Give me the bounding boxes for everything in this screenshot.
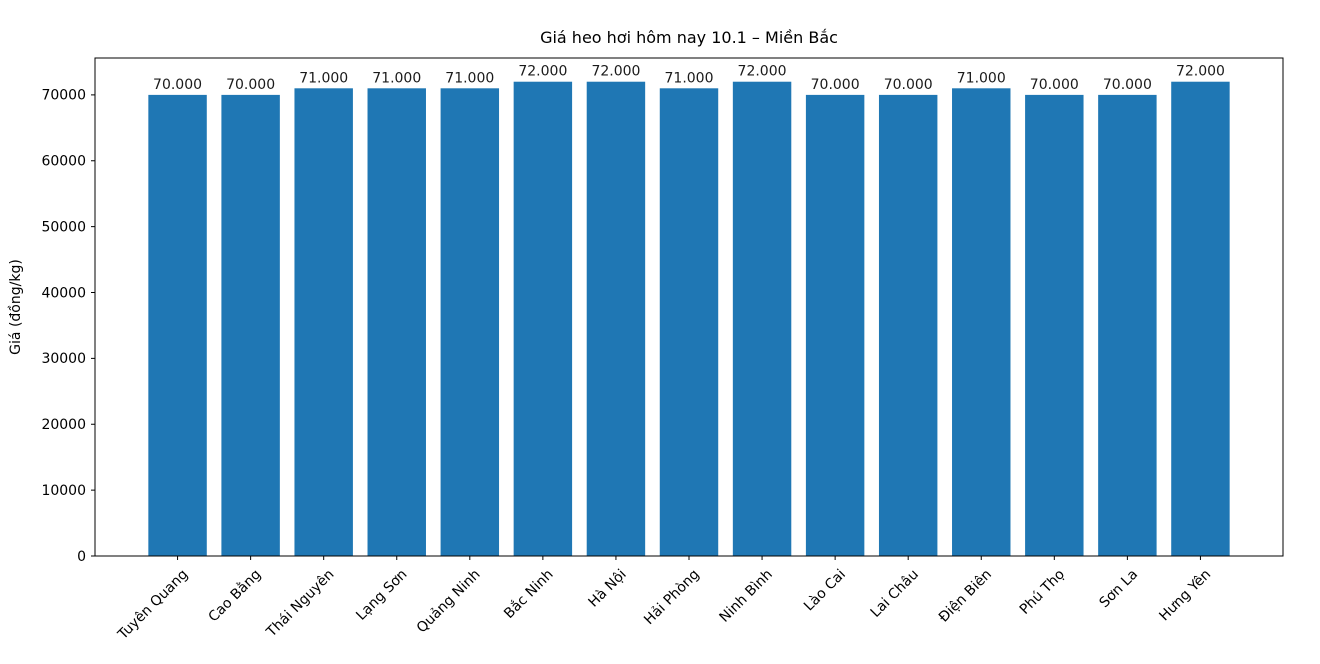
x-tick-label: Tuyên Quang [114, 566, 191, 643]
bar [513, 81, 573, 557]
bar-value-label: 70.000 [884, 77, 933, 93]
bar [1098, 94, 1157, 556]
y-tick-label: 50000 [41, 219, 86, 235]
y-tick-label: 70000 [41, 88, 86, 104]
y-axis-label: Giá (đồng/kg) [7, 259, 24, 355]
x-tick-label: Hà Nội [586, 566, 630, 610]
bar [1171, 81, 1230, 557]
x-tick-label: Ninh Bình [717, 566, 776, 625]
bar-value-label: 70.000 [1103, 77, 1152, 93]
x-tick-label: Bắc Ninh [500, 566, 556, 622]
bar-value-label: 71.000 [372, 70, 421, 86]
chart-title: Giá heo hơi hôm nay 10.1 – Miền Bắc [540, 28, 838, 47]
x-tick-label: Cao Bằng [205, 566, 265, 626]
bar [878, 94, 938, 556]
bars-group [148, 81, 1230, 557]
y-tick-label: 60000 [41, 154, 86, 170]
y-tick-label: 30000 [41, 351, 86, 367]
x-tick-label: Thái Nguyên [263, 566, 338, 641]
bar [221, 94, 280, 556]
y-tick-label: 40000 [41, 285, 86, 301]
bar [148, 94, 207, 556]
x-tick-label: Hưng Yên [1156, 566, 1214, 624]
bar-value-label: 71.000 [445, 70, 494, 86]
bar-value-label: 70.000 [226, 77, 275, 93]
x-tick-label: Quảng Ninh [414, 566, 484, 636]
bar-value-label: 72.000 [591, 64, 640, 80]
bar [805, 94, 865, 556]
plot-border [94, 57, 1284, 557]
bar [1025, 94, 1084, 556]
x-axis-ticks-group: Tuyên Quang Cao Bằng Thái Nguyên Lạng Sơn Qu… [114, 556, 1214, 643]
bar [659, 88, 719, 557]
bar-value-label: 70.000 [153, 77, 202, 93]
x-tick-label: Phú Thọ [1017, 566, 1068, 617]
bar-value-label: 71.000 [957, 70, 1006, 86]
bar-value-label: 70.000 [811, 77, 860, 93]
bar [732, 81, 792, 557]
bar-value-label: 72.000 [518, 64, 567, 80]
bar [367, 88, 426, 557]
bar-value-label: 70.000 [1030, 77, 1079, 93]
bar-value-label: 72.000 [738, 64, 787, 80]
bar-value-label: 72.000 [1176, 64, 1225, 80]
x-tick-label: Sơn La [1096, 566, 1141, 611]
bar [952, 88, 1011, 557]
x-tick-label: Hải Phòng [641, 566, 703, 628]
x-tick-label: Lai Châu [868, 566, 922, 620]
bar-value-label: 71.000 [665, 70, 714, 86]
x-tick-label: Điện Biên [936, 566, 995, 625]
bar-value-label: 71.000 [299, 70, 348, 86]
x-tick-label: Lạng Sơn [353, 566, 410, 623]
y-tick-label: 10000 [41, 483, 86, 499]
y-tick-label: 20000 [41, 417, 86, 433]
bar [586, 81, 646, 557]
bar [440, 88, 500, 557]
bar [294, 88, 353, 557]
bar-value-labels-group: 70.000 70.000 71.000 71.000 71.000 72.000 72.0… [153, 64, 1225, 93]
y-axis-ticks-group: 0 10000 20000 30000 40000 50000 60000 70000 [41, 88, 95, 565]
y-tick-label: 0 [77, 549, 86, 565]
x-tick-label: Lào Cai [801, 566, 849, 614]
